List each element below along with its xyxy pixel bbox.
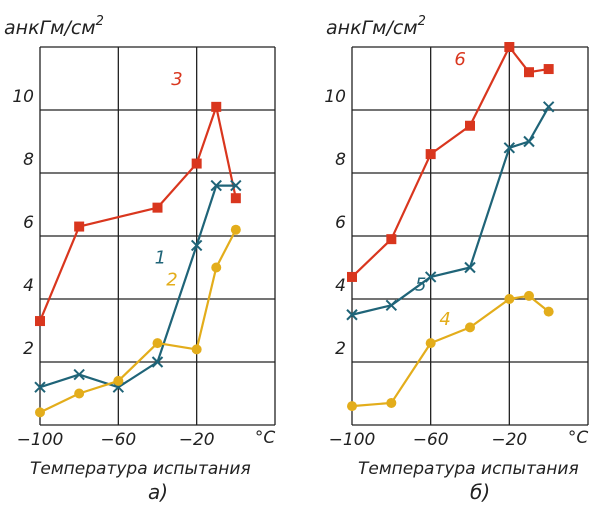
x-unit-label: °С	[568, 428, 589, 448]
data-point	[503, 142, 516, 154]
x-tick-label: −60	[413, 430, 449, 450]
series-line	[38, 105, 237, 322]
data-point	[191, 158, 202, 169]
y-tick-label: 2	[335, 339, 346, 359]
y-tick-label: 8	[23, 150, 34, 170]
x-tick-label: −60	[100, 430, 136, 450]
series-name-label: 3	[171, 69, 182, 90]
data-point	[73, 368, 85, 381]
data-point	[74, 388, 85, 399]
x-tick-label: −100	[17, 430, 64, 450]
data-point	[346, 309, 358, 321]
series-line	[39, 184, 236, 389]
x-tick-labels: −100 −60 −20 °С	[17, 428, 276, 450]
data-point	[191, 344, 202, 355]
data-point	[152, 202, 163, 213]
data-point	[347, 271, 357, 282]
x-axis-label: Температура испытания	[30, 459, 251, 479]
data-point	[230, 179, 242, 192]
y-tick-label: 4	[335, 276, 346, 296]
data-point	[151, 356, 164, 368]
y-tick-labels: 2 4 6 8 10	[12, 87, 34, 359]
data-point	[542, 101, 555, 113]
y-tick-label: 8	[335, 150, 346, 170]
y-tick-label: 10	[12, 87, 34, 107]
data-point	[386, 397, 397, 408]
data-point	[211, 262, 222, 273]
y-tick-label: 6	[23, 213, 34, 233]
series-name-label: 6	[454, 49, 465, 70]
data-point	[425, 338, 436, 349]
data-point	[504, 42, 515, 52]
data-point	[211, 101, 222, 112]
series-name-label: 2	[166, 270, 177, 291]
data-point	[465, 322, 475, 333]
x-unit-label: °С	[255, 428, 276, 448]
data-point	[425, 149, 436, 160]
y-tick-label: 6	[335, 213, 346, 233]
data-point	[524, 290, 534, 301]
data-point	[347, 401, 357, 412]
series-group: 6 54	[346, 42, 555, 412]
data-point	[210, 179, 222, 192]
data-point	[386, 234, 397, 245]
data-point	[464, 261, 476, 274]
series-line	[39, 229, 237, 414]
series-line	[351, 45, 549, 278]
grid	[351, 46, 589, 426]
panel-label: a)	[148, 480, 168, 504]
y-tick-labels: 2 4 6 8 10	[324, 87, 346, 359]
panel-label: б)	[470, 480, 490, 504]
series-line	[351, 106, 550, 316]
data-point	[424, 271, 437, 283]
data-point	[35, 407, 45, 418]
data-point	[504, 294, 515, 304]
y-tick-label: 10	[324, 87, 346, 107]
data-point	[543, 64, 554, 75]
data-point	[113, 375, 124, 386]
series-name-label: 4	[439, 309, 450, 330]
y-tick-label: 2	[23, 339, 34, 359]
data-point	[230, 193, 241, 204]
x-axis-label: Температура испытания	[358, 459, 579, 479]
data-point	[385, 299, 398, 312]
x-tick-label: −20	[179, 430, 215, 450]
series-name-label: 5	[415, 275, 426, 296]
y-axis-label: aнкГм/см2	[4, 14, 104, 39]
data-point	[190, 239, 203, 252]
data-point	[465, 120, 475, 131]
y-tick-label: 4	[23, 276, 34, 296]
x-tick-labels: −100 −60 −20 °С	[329, 428, 589, 450]
series-name-label: 1	[155, 247, 166, 268]
data-point	[152, 338, 163, 349]
series-group: 3 12	[34, 69, 242, 418]
data-point	[524, 67, 534, 78]
data-point	[34, 381, 46, 393]
data-point	[74, 221, 85, 232]
x-tick-label: −100	[329, 430, 376, 450]
x-tick-label: −20	[491, 430, 527, 450]
y-axis-label: aнкГм/см2	[326, 14, 426, 39]
data-point	[543, 306, 554, 317]
data-point	[230, 224, 241, 235]
data-point	[523, 135, 535, 148]
data-point	[35, 316, 45, 327]
